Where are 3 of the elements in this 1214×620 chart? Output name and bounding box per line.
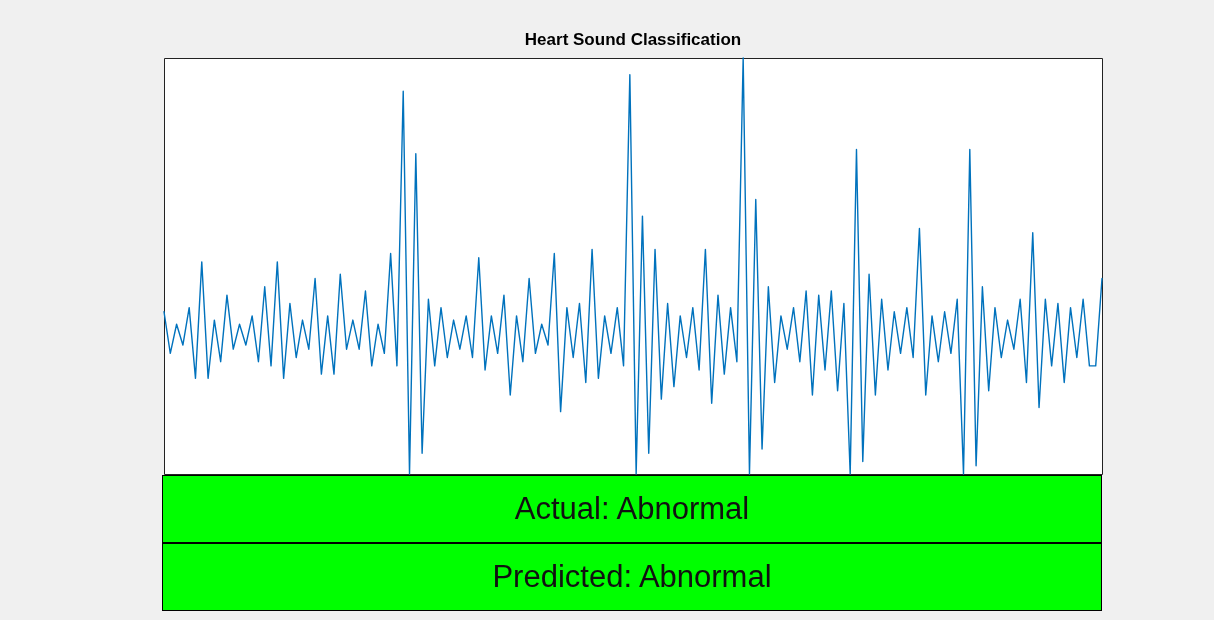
text: Predicted: Abnormal <box>162 543 1102 611</box>
text: Actual: Abnormal <box>162 475 1102 543</box>
chart-title: Heart Sound Classification <box>524 30 742 50</box>
